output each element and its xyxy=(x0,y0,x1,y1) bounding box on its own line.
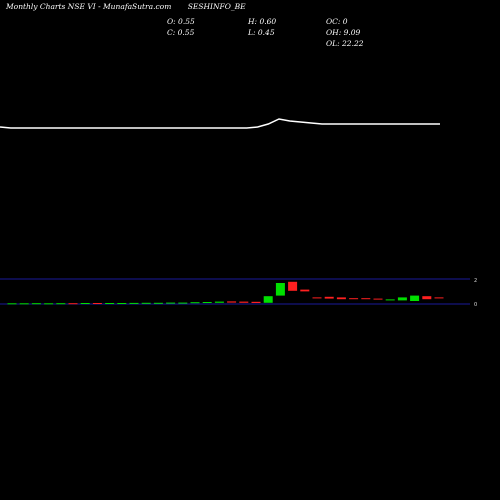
candle xyxy=(214,301,224,303)
candle xyxy=(153,302,163,304)
candle xyxy=(56,303,66,305)
candle xyxy=(385,299,395,301)
candle xyxy=(19,303,29,305)
candle xyxy=(263,296,273,303)
candle xyxy=(190,302,200,304)
ol-value: OL: 22.22 xyxy=(326,39,364,48)
ytick-top: 2 xyxy=(474,278,477,284)
candle xyxy=(7,303,17,305)
oh-value: OH: 9.09 xyxy=(326,28,361,37)
candle xyxy=(336,297,346,300)
high-value: H: 0.60 xyxy=(248,17,277,26)
candle xyxy=(373,298,383,300)
candle xyxy=(251,301,261,303)
candle xyxy=(178,302,188,304)
candle xyxy=(300,289,310,292)
price-line xyxy=(0,118,440,129)
candle xyxy=(129,302,139,304)
candle xyxy=(239,301,249,303)
low-value: L: 0.45 xyxy=(248,28,275,37)
candle xyxy=(105,303,115,304)
candle xyxy=(68,303,78,305)
close-value: C: 0.55 xyxy=(167,28,195,37)
candle xyxy=(324,296,334,299)
candle xyxy=(141,302,151,304)
candle xyxy=(349,298,359,300)
candle xyxy=(202,302,212,303)
candle xyxy=(117,303,127,304)
candle xyxy=(166,302,176,304)
candle xyxy=(92,303,102,304)
candle xyxy=(80,303,90,304)
price-line-series xyxy=(0,118,440,129)
candle xyxy=(227,301,237,303)
candle xyxy=(397,297,407,301)
candle-series xyxy=(7,281,444,305)
open-value: O: 0.55 xyxy=(167,17,195,26)
candle xyxy=(422,296,432,300)
candle xyxy=(31,303,41,305)
oc-value: OC: 0 xyxy=(326,17,348,26)
candle xyxy=(288,281,298,291)
symbol-label: SESHINFO_BE xyxy=(187,2,246,11)
candle xyxy=(361,298,371,300)
site-title: Monthly Charts NSE VI - MunafaSutra.com xyxy=(6,2,172,11)
candle xyxy=(434,297,444,299)
ytick-zero: 0 xyxy=(474,302,477,308)
candle xyxy=(44,303,54,305)
candle xyxy=(312,297,322,299)
chart-header-title: Monthly Charts NSE VI - MunafaSutra.com … xyxy=(6,2,246,11)
candle xyxy=(410,295,420,301)
candle xyxy=(275,283,285,296)
